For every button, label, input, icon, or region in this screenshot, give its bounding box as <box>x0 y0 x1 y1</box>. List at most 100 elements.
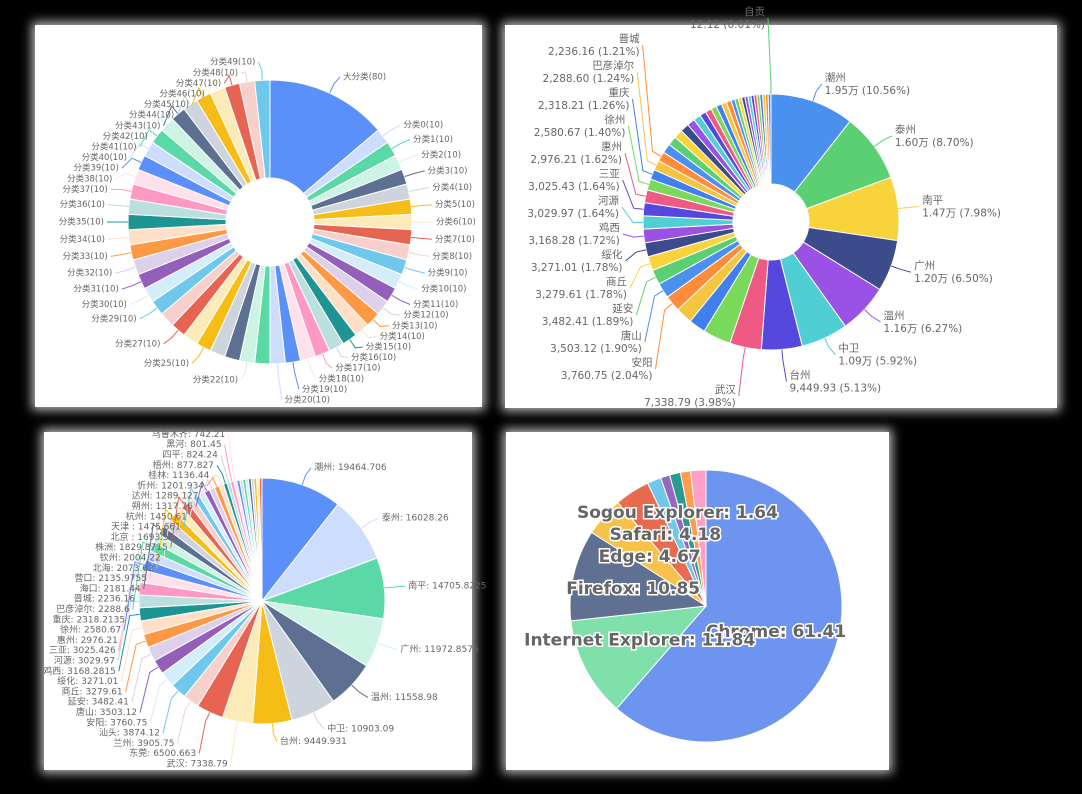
slice-label: 惠州 <box>601 140 622 153</box>
leader-line <box>781 349 787 382</box>
slice-label: 重庆 <box>608 86 629 99</box>
leader-line <box>824 337 836 355</box>
value-label: Chrome: 61.41 <box>706 622 846 642</box>
leader-line <box>292 362 300 390</box>
value-label: 3,279.61 (1.78%) <box>535 289 627 301</box>
value-label: 株洲: 1829.8715 <box>95 541 168 553</box>
value-label: 分类29(10) <box>91 313 136 324</box>
value-label: 东莞: 6500.663 <box>129 747 196 759</box>
leader-line <box>170 496 186 548</box>
leader-line <box>201 478 213 497</box>
leader-line <box>224 444 233 482</box>
value-label: 分类43(10) <box>115 120 160 131</box>
pie-slice <box>570 605 708 710</box>
leader-line <box>198 712 211 754</box>
value-label: 分类3(10) <box>428 165 468 176</box>
value-label: 朔州: 1317.76 <box>132 500 193 512</box>
leader-line <box>642 44 662 157</box>
value-label: 分类37(10) <box>62 184 107 195</box>
leader-line <box>404 170 425 178</box>
value-label: 钦州: 2004.22 <box>100 552 161 564</box>
leader-line <box>874 135 893 147</box>
leader-line <box>107 236 129 240</box>
value-label: 分类6(10) <box>436 217 476 228</box>
leader-line <box>411 236 433 240</box>
value-label: 台州: 9449.931 <box>280 735 347 747</box>
leader-line <box>149 515 168 579</box>
leader-line <box>349 339 363 349</box>
leader-line <box>632 98 653 175</box>
leader-line <box>408 187 430 192</box>
leader-line <box>622 233 644 238</box>
slice-label: 安阳 <box>631 356 652 369</box>
value-label: 3,271.01 (1.78%) <box>531 262 623 274</box>
leader-line <box>132 541 153 610</box>
value-label: 南平: 14705.8225 <box>408 580 486 592</box>
leader-line <box>118 613 140 672</box>
value-label: 分类2(10) <box>421 149 461 160</box>
slice-label: 商丘 <box>606 275 627 288</box>
slice-label: 巴彦淖尔 <box>592 59 634 72</box>
leader-line <box>137 532 157 600</box>
value-label: 分类38(10) <box>67 173 112 184</box>
value-label: 乌鲁木齐: 742.21 <box>152 428 225 440</box>
pie-slice <box>569 531 708 622</box>
leader-line <box>627 125 649 185</box>
leader-line <box>738 347 746 397</box>
leader-line <box>212 474 222 486</box>
value-label: 分类30(10) <box>82 299 127 310</box>
value-label: 3,503.12 (1.90%) <box>550 343 642 355</box>
value-label: 分类20(10) <box>285 395 330 406</box>
value-label: 绥化: 3271.01 <box>57 675 118 687</box>
value-label: 2,318.21 (1.26%) <box>538 100 630 112</box>
value-label: 1.20万 (6.50%) <box>914 273 993 285</box>
value-label: 分类11(10) <box>413 299 458 310</box>
value-label: 1.09万 (5.92%) <box>838 355 917 367</box>
leader-line <box>301 467 312 485</box>
leader-line <box>115 266 136 274</box>
value-label: 1.95万 (10.56%) <box>825 85 910 97</box>
value-label: 分类45(10) <box>144 99 189 110</box>
value-label: 分类42(10) <box>103 131 148 142</box>
leader-line <box>313 712 325 730</box>
value-label: 1.60万 (8.70%) <box>895 137 974 149</box>
slice-label: 武汉 <box>715 383 736 396</box>
leader-line <box>121 157 142 169</box>
value-label: 黑河: 801.45 <box>166 438 221 450</box>
value-label: 杭州: 1450.61 <box>126 510 187 522</box>
value-label: 武汉: 7338.79 <box>167 758 228 770</box>
value-label: 分类48(10) <box>193 67 238 78</box>
value-label: 分类27(10) <box>115 338 160 349</box>
leader-line <box>139 666 159 713</box>
leader-line <box>322 353 333 369</box>
value-label: 分类18(10) <box>319 373 364 384</box>
leader-line <box>391 139 411 150</box>
leader-line <box>767 17 772 95</box>
value-label: 分类22(10) <box>193 374 238 385</box>
leader-line <box>382 124 401 137</box>
leader-line <box>139 129 158 148</box>
slice-label: 晋城 <box>619 33 640 45</box>
leader-line <box>220 454 230 483</box>
leader-line <box>241 71 248 82</box>
leader-line <box>177 701 192 744</box>
value-label: 3,168.28 (1.72%) <box>528 235 620 247</box>
value-label: 延安: 3482.41 <box>68 696 129 708</box>
leader-line <box>329 76 341 94</box>
leader-line <box>121 281 142 290</box>
slice-label: 鸡西 <box>599 221 620 234</box>
leader-line <box>622 179 644 210</box>
leader-line <box>163 329 179 345</box>
leader-line <box>110 188 132 192</box>
leader-line <box>115 172 136 180</box>
value-label: 温州: 11558.98 <box>371 692 438 703</box>
value-label: 1.47万 (7.98%) <box>922 208 1001 220</box>
leader-line <box>411 204 433 208</box>
value-label: 鸡西: 3168.2815 <box>43 665 116 677</box>
leader-line <box>382 307 401 316</box>
value-label: 安阳: 3760.75 <box>86 716 147 728</box>
pie-slice <box>254 79 271 179</box>
leader-line <box>223 74 233 86</box>
